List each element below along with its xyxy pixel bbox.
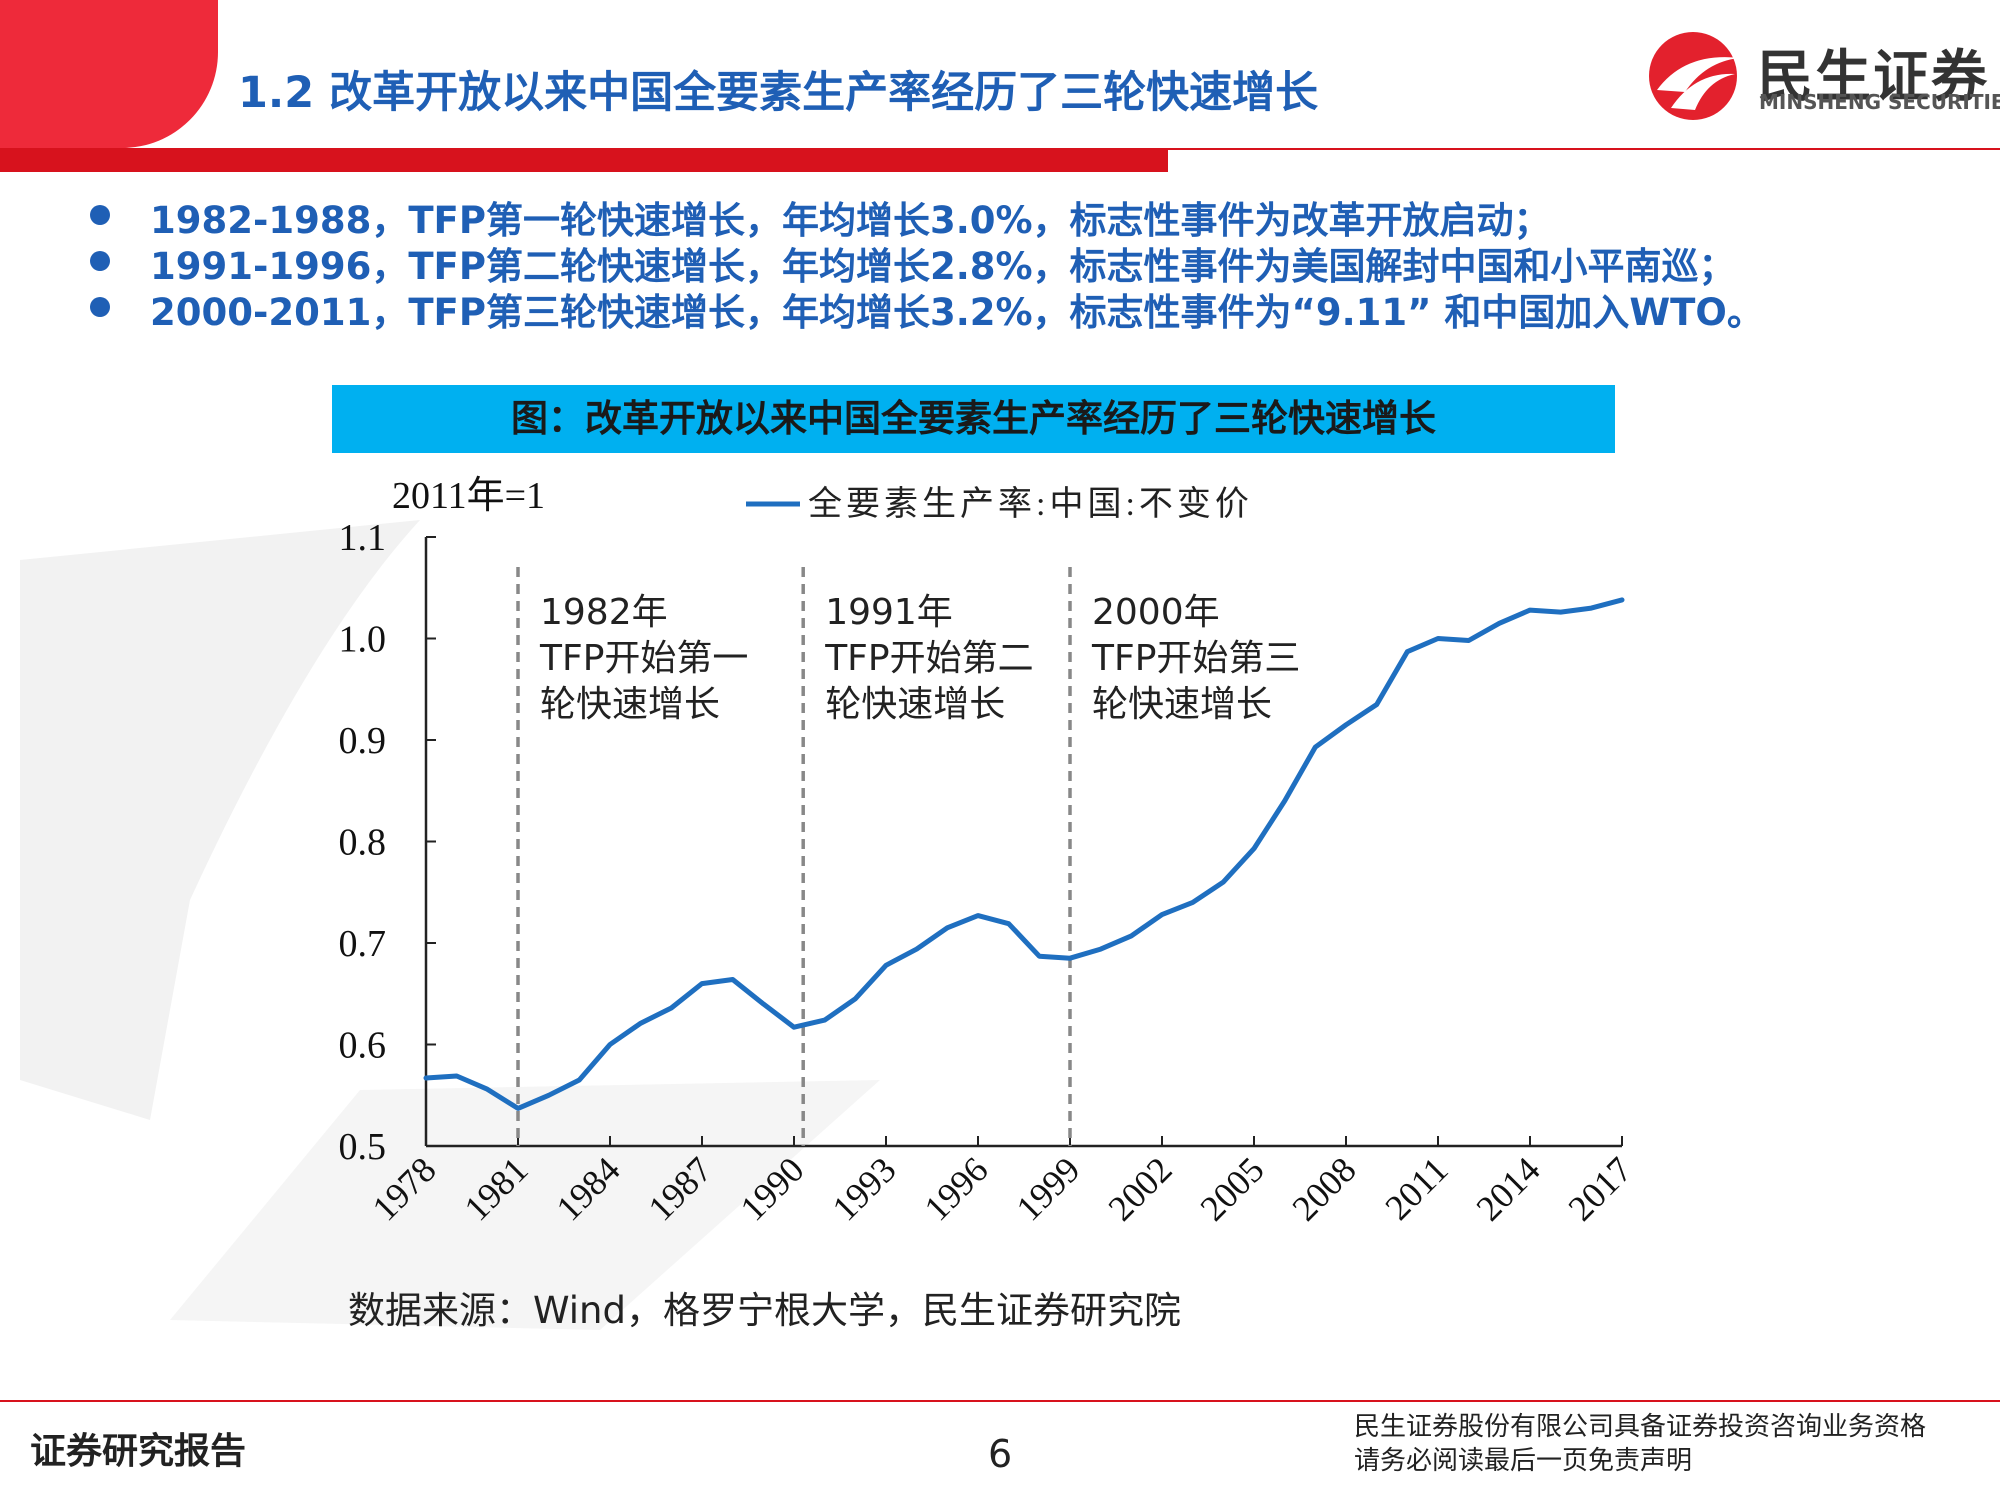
footer-divider xyxy=(0,1400,2000,1402)
logo-text-cn: 民生证券 xyxy=(1757,45,1989,110)
footer-disclaimer-line1: 民生证券股份有限公司具备证券投资咨询业务资格 xyxy=(1354,1412,1927,1442)
x-tick-label: 1990 xyxy=(732,1149,811,1228)
header-red-tab xyxy=(0,0,218,148)
header-divider-line xyxy=(1168,148,2000,150)
period-annotation-line: 轮快速增长 xyxy=(540,684,720,725)
x-tick-label: 1981 xyxy=(456,1149,535,1228)
logo-text-en: MINSHENG SECURITIES xyxy=(1759,90,2000,114)
page-number: 6 xyxy=(988,1432,1013,1476)
x-tick-label: 2014 xyxy=(1468,1149,1547,1228)
period-annotation-line: 1982年 xyxy=(540,592,668,633)
period-annotation-line: 2000年 xyxy=(1092,592,1220,633)
legend-label: 全要素生产率:中国:不变价 xyxy=(808,485,1253,523)
x-tick-label: 1999 xyxy=(1008,1149,1087,1228)
page-title: 1.2 改革开放以来中国全要素生产率经历了三轮快速增长 xyxy=(238,68,1319,118)
bullet-text: 2000-2011，TFP第三轮快速增长，年均增长3.2%，标志性事件为“9.1… xyxy=(150,291,1764,334)
data-source-note: 数据来源：Wind，格罗宁根大学，民生证券研究院 xyxy=(348,1289,1181,1332)
unit-note: 2011年=1 xyxy=(392,475,545,517)
x-tick-label: 2008 xyxy=(1284,1149,1363,1228)
footer-disclaimer-line2: 请务必阅读最后一页免责声明 xyxy=(1354,1446,1693,1476)
tfp-series-line xyxy=(423,597,1625,1111)
brand-logo: 民生证券 MINSHENG SECURITIES xyxy=(1645,22,2000,132)
x-tick-label: 2017 xyxy=(1560,1149,1639,1228)
y-tick-label: 0.6 xyxy=(339,1025,387,1067)
y-tick-label: 0.5 xyxy=(339,1126,387,1168)
bullet-text: 1991-1996，TFP第二轮快速增长，年均增长2.8%，标志性事件为美国解封… xyxy=(150,245,1736,288)
chart-title-banner: 图：改革开放以来中国全要素生产率经历了三轮快速增长 xyxy=(332,385,1615,453)
period-annotation-line: TFP开始第一 xyxy=(539,638,748,679)
bullet-dot-icon xyxy=(90,205,110,225)
y-tick-label: 0.7 xyxy=(339,923,387,965)
y-tick-label: 1.1 xyxy=(339,517,387,559)
period-annotation-line: 轮快速增长 xyxy=(1092,684,1272,725)
x-tick-label: 1996 xyxy=(916,1149,995,1228)
footer-disclaimer: 民生证券股份有限公司具备证券投资咨询业务资格 请务必阅读最后一页免责声明 xyxy=(1354,1410,1926,1478)
y-tick-label: 1.0 xyxy=(339,619,387,661)
period-annotation-line: TFP开始第二 xyxy=(824,638,1033,679)
y-tick-label: 0.9 xyxy=(339,720,387,762)
y-tick-label: 0.8 xyxy=(339,822,387,864)
bullet-dot-icon xyxy=(90,251,110,271)
header-divider-bar xyxy=(0,148,1168,172)
footer-report-label: 证券研究报告 xyxy=(30,1431,247,1472)
period-annotation-line: TFP开始第三 xyxy=(1091,638,1300,679)
period-annotation-line: 轮快速增长 xyxy=(825,684,1005,725)
x-tick-label: 2002 xyxy=(1100,1149,1179,1228)
bullet-dot-icon xyxy=(90,297,110,317)
bullet-text: 1982-1988，TFP第一轮快速增长，年均增长3.0%，标志性事件为改革开放… xyxy=(150,199,1551,242)
x-tick-label: 1993 xyxy=(824,1149,903,1228)
period-annotation-line: 1991年 xyxy=(825,592,953,633)
x-tick-label: 1984 xyxy=(548,1149,627,1228)
x-tick-label: 1987 xyxy=(640,1149,719,1228)
minsheng-logo-icon xyxy=(1649,32,1739,120)
x-tick-label: 2011 xyxy=(1377,1149,1455,1227)
x-tick-label: 2005 xyxy=(1192,1149,1271,1228)
